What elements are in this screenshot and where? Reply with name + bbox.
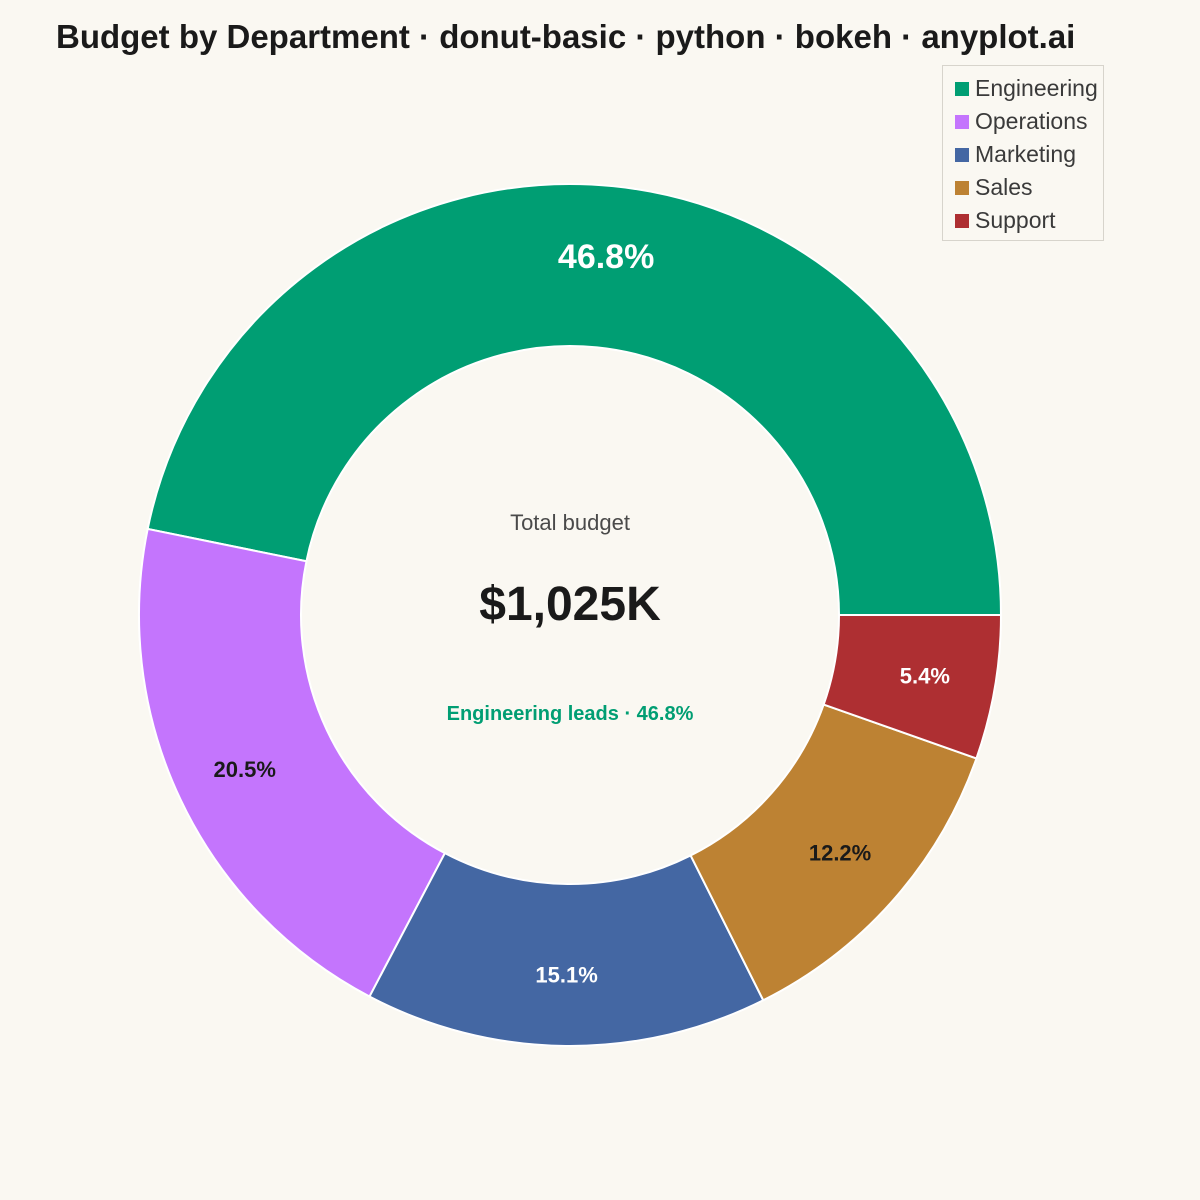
legend-swatch <box>955 147 969 162</box>
legend-swatch <box>955 180 969 195</box>
slice-label-marketing: 15.1% <box>535 962 597 987</box>
donut-slices <box>138 183 1003 1047</box>
center-caption: Total budget <box>510 510 630 535</box>
legend-item-marketing: Marketing <box>955 138 1103 171</box>
slice-marketing <box>368 851 765 1047</box>
legend-label: Operations <box>975 108 1088 134</box>
slice-label-sales: 12.2% <box>809 841 871 866</box>
center-highlight: Engineering leads · 46.8% <box>447 703 694 725</box>
slice-engineering <box>146 183 1003 616</box>
legend-label: Sales <box>975 174 1033 200</box>
legend-item-engineering: Engineering <box>955 72 1103 105</box>
slice-label-support: 5.4% <box>900 663 950 688</box>
chart-title: Budget by Department · donut-basic · pyt… <box>56 18 1076 55</box>
legend-label: Marketing <box>975 141 1076 167</box>
legend-label: Support <box>975 207 1056 233</box>
legend: Engineering Operations Marketing Sales Suppo… <box>942 65 1104 241</box>
slice-label-engineering: 46.8% <box>558 238 654 276</box>
slice-support <box>822 614 1003 760</box>
legend-label: Engineering <box>975 75 1098 101</box>
slice-labels: 46.8% 20.5% 15.1% 12.2% 5.4% <box>214 238 950 988</box>
legend-swatch <box>955 213 969 228</box>
legend-item-operations: Operations <box>955 105 1103 138</box>
legend-item-support: Support <box>955 204 1103 237</box>
legend-swatch <box>955 114 969 129</box>
center-total: $1,025K <box>479 578 661 631</box>
slice-operations <box>138 527 447 998</box>
slice-label-operations: 20.5% <box>214 757 276 782</box>
legend-item-sales: Sales <box>955 171 1103 204</box>
legend-swatch <box>955 81 969 96</box>
